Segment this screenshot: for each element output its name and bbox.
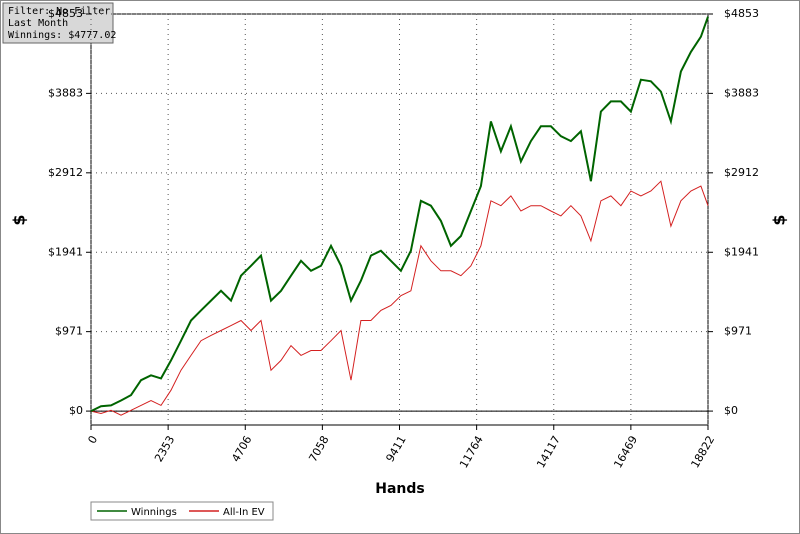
info-box: [2, 2, 114, 44]
y-tick-label: $971: [55, 325, 83, 338]
y2-tick-label: $0: [724, 404, 738, 417]
y2-tick-label: $2912: [724, 166, 759, 179]
y2-tick-label: $971: [724, 325, 752, 338]
legend-label: Winnings: [131, 507, 177, 518]
y-tick-label: $4853: [48, 7, 83, 20]
y-tick-label: $1941: [48, 245, 83, 258]
legend-label: All-In EV: [223, 507, 265, 518]
x-axis-label: Hands: [375, 481, 425, 497]
y2-tick-label: $4853: [724, 7, 759, 20]
y-tick-label: $2912: [48, 166, 83, 179]
legend-box: [90, 501, 274, 521]
series-line: [90, 180, 709, 416]
series-line: [90, 16, 709, 412]
annotation: Winnings: $4777.02: [8, 30, 116, 41]
y2-tick-label: $1941: [724, 245, 759, 258]
annotation: Last Month: [8, 18, 68, 29]
annotation: Filter: No Filter: [8, 6, 110, 17]
y2-axis-label: $: [770, 214, 789, 225]
y-axis-label: $: [10, 214, 29, 225]
y2-tick-label: $3883: [724, 86, 759, 99]
y-tick-label: $0: [69, 404, 83, 417]
y-tick-label: $3883: [48, 86, 83, 99]
